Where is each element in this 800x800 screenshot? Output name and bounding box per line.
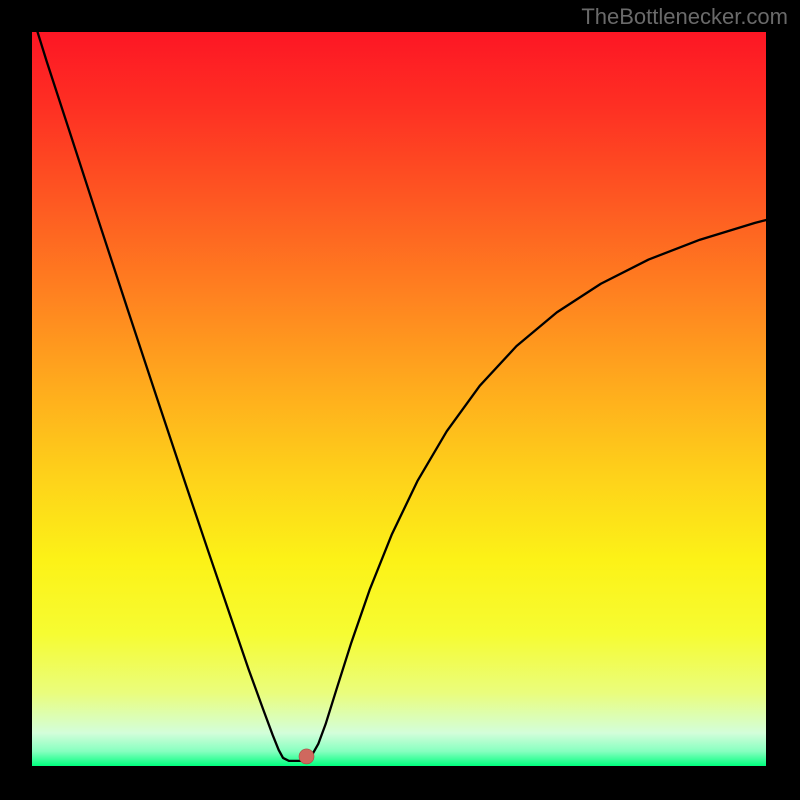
frame-bottom — [0, 766, 800, 800]
watermark-text: TheBottlenecker.com — [581, 4, 788, 30]
frame-right — [766, 0, 800, 800]
optimum-marker — [299, 749, 314, 764]
plot-area — [32, 32, 766, 766]
plot-svg — [32, 32, 766, 766]
frame-left — [0, 0, 32, 800]
gradient-background — [32, 32, 766, 766]
